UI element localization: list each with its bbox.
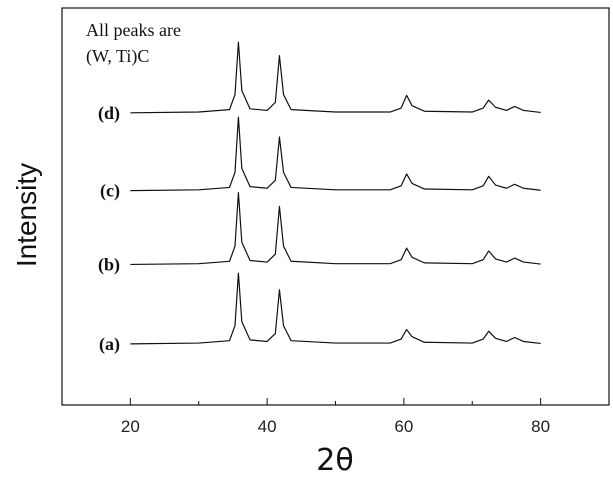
series-label: (a): [99, 334, 120, 355]
plot-frame: [61, 7, 610, 406]
xrd-trace: [130, 272, 541, 345]
y-axis-label: Intensity: [11, 163, 42, 267]
xrd-trace: [130, 116, 541, 192]
annotation: (W, Ti)C: [86, 46, 149, 67]
x-tick-label: 40: [258, 417, 277, 436]
series-label: (d): [98, 103, 120, 124]
series-label: (c): [100, 181, 120, 202]
x-tick-label: 60: [394, 417, 413, 436]
xrd-trace: [130, 192, 541, 266]
series-label: (b): [98, 254, 120, 275]
xrd-trace: [130, 41, 541, 114]
x-axis-label: 2θ: [316, 443, 353, 478]
x-tick-label: 80: [531, 417, 550, 436]
x-tick-label: 20: [121, 417, 140, 436]
annotation: All peaks are: [86, 20, 181, 40]
